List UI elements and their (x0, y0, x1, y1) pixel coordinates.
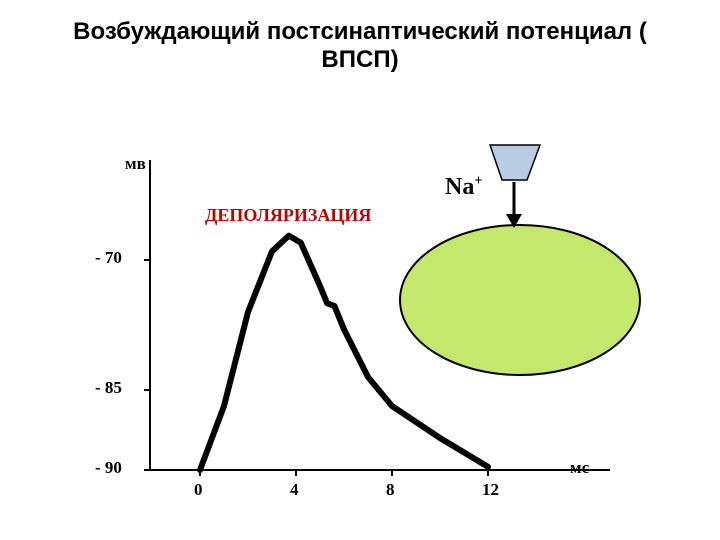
x-tick-label: 12 (482, 480, 499, 500)
pipette (490, 145, 540, 180)
depolarization-label: ДЕПОЛЯРИЗАЦИЯ (205, 205, 371, 226)
x-tick-label: 8 (386, 480, 395, 500)
slide-root: { "title": { "line1": "Возбуждающий пост… (0, 0, 720, 540)
ion-charge: + (474, 173, 482, 189)
sodium-ion-label: Na+ (445, 173, 483, 201)
y-axis-label: мв (125, 154, 146, 174)
cell-membrane (400, 225, 640, 375)
x-tick-label: 4 (290, 480, 299, 500)
x-axis-label: мс (570, 458, 589, 478)
ion-symbol: Na (445, 174, 474, 200)
y-tick-label: - 85 (95, 378, 122, 398)
y-tick-label: - 70 (95, 248, 122, 268)
y-tick-label: - 90 (95, 458, 122, 478)
x-tick-label: 0 (194, 480, 203, 500)
